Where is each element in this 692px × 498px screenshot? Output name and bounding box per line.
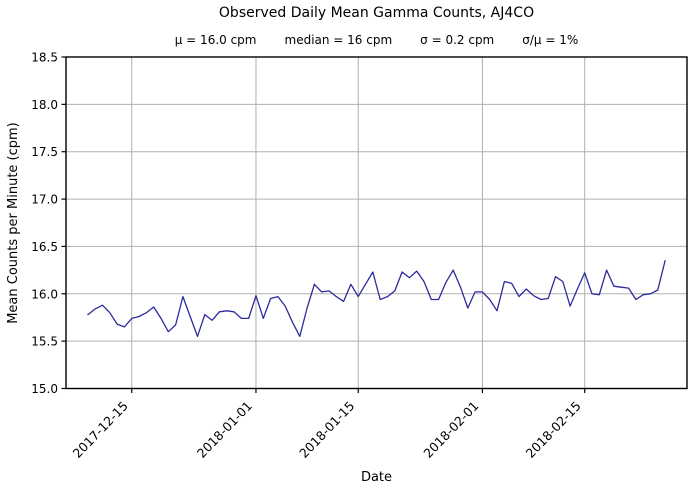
y-tick-label: 17.0 [31, 193, 58, 207]
y-tick-label: 16.5 [31, 240, 58, 254]
x-tick-label: 2018-01-01 [194, 398, 255, 461]
y-axis-label: Mean Counts per Minute (cpm) [6, 122, 21, 324]
x-tick-label: 2018-01-15 [296, 398, 357, 461]
x-tick-label: 2017-12-15 [70, 398, 131, 461]
y-tick-label: 18.5 [31, 51, 58, 65]
stat-sigma: σ = 0.2 cpm [420, 33, 495, 47]
x-tick-label: 2018-02-01 [420, 398, 481, 461]
stat-mu: μ = 16.0 cpm [174, 33, 257, 47]
stat-sigma-over-mu: σ/μ = 1% [522, 33, 579, 47]
y-tick-label: 16.0 [31, 287, 58, 301]
chart-subtitle: μ = 16.0 cpm median = 16 cpm σ = 0.2 cpm… [66, 33, 687, 48]
x-tick-label: 2018-02-15 [523, 398, 584, 461]
y-tick-label: 17.5 [31, 145, 58, 159]
y-tick-label: 15.5 [31, 335, 58, 349]
y-tick-label: 15.0 [31, 382, 58, 396]
plot-border [65, 56, 688, 390]
stat-median: median = 16 cpm [284, 33, 393, 47]
chart-title: Observed Daily Mean Gamma Counts, AJ4CO [218, 5, 535, 21]
x-axis-label: Date [360, 470, 393, 485]
data-line [87, 259, 666, 338]
y-tick-label: 18.0 [31, 98, 58, 112]
